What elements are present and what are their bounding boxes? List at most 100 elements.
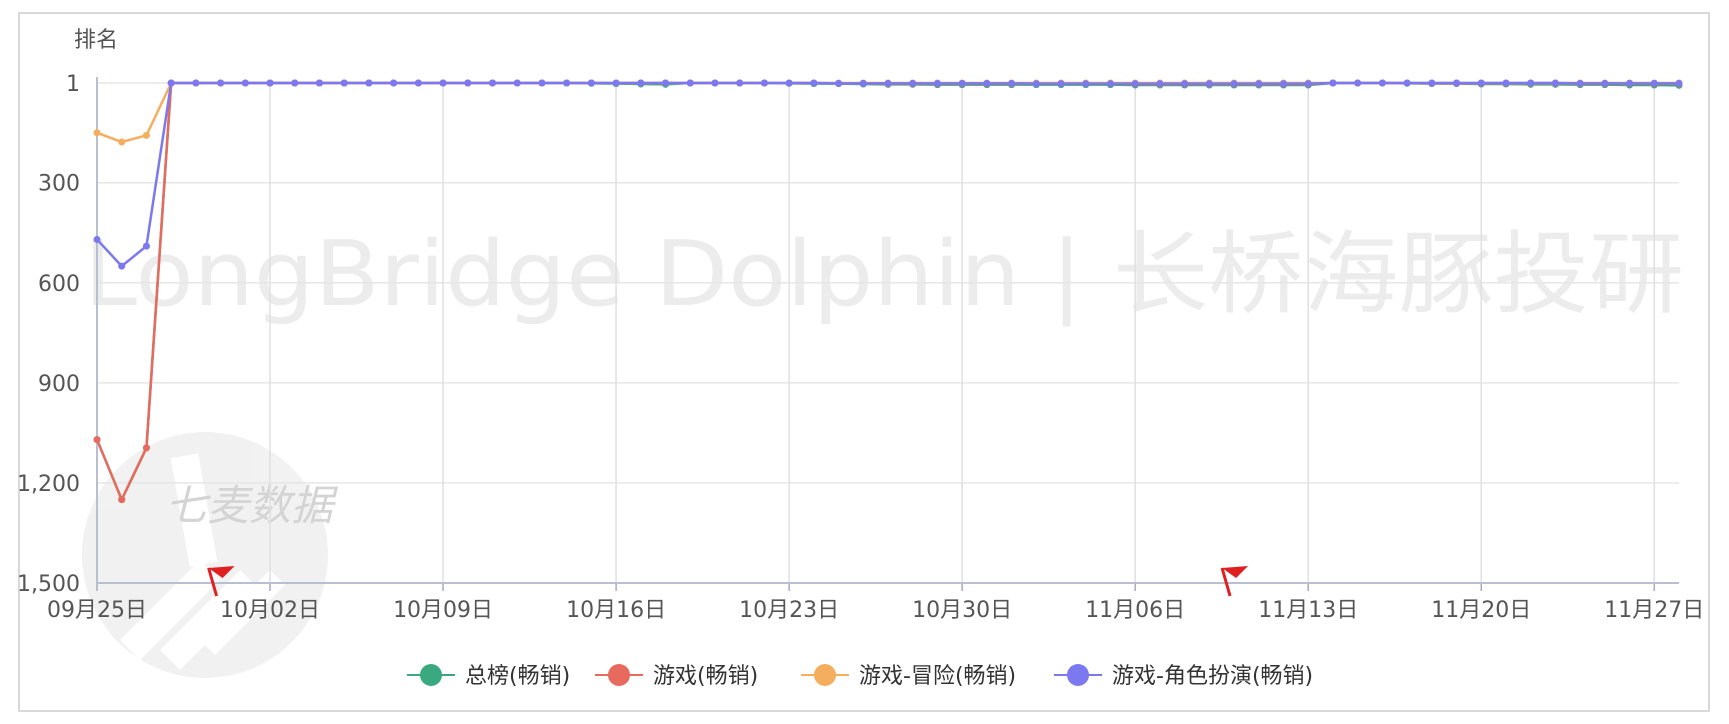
data-point	[167, 79, 175, 87]
data-point	[266, 79, 274, 87]
data-point	[563, 79, 571, 87]
series-游戏-角色扮演(畅销)	[93, 79, 1683, 270]
data-point	[909, 79, 917, 87]
data-point	[142, 444, 150, 452]
y-tick-label: 1,500	[17, 572, 80, 597]
legend-marker-icon	[814, 664, 836, 686]
legend-item[interactable]: 游戏-角色扮演(畅销)	[1054, 664, 1313, 689]
x-tick-label: 09月25日	[47, 598, 147, 623]
data-point	[686, 79, 694, 87]
data-point	[365, 79, 373, 87]
data-point	[1082, 80, 1090, 88]
data-point	[1403, 79, 1411, 87]
data-point	[489, 79, 496, 87]
x-tick-label: 10月02日	[220, 598, 320, 623]
data-point	[217, 79, 225, 87]
data-point	[1527, 79, 1535, 87]
data-point	[241, 79, 249, 87]
data-point	[1453, 79, 1461, 87]
qimai-logo-watermark	[82, 432, 328, 678]
data-point	[785, 79, 793, 87]
x-tick-label: 10月09日	[393, 598, 493, 623]
data-point	[93, 129, 101, 137]
data-point	[192, 79, 200, 87]
data-point	[1650, 79, 1658, 87]
data-point	[142, 131, 150, 139]
data-point	[1329, 79, 1337, 87]
y-tick-label: 600	[38, 272, 80, 297]
data-point	[118, 496, 126, 504]
data-point	[1576, 79, 1584, 87]
data-point	[93, 235, 101, 243]
x-tick-label: 11月20日	[1431, 598, 1531, 623]
data-point	[1428, 79, 1436, 87]
x-tick-label: 10月30日	[912, 598, 1012, 623]
data-point	[587, 79, 595, 87]
data-point	[1378, 79, 1386, 87]
series-游戏-冒险(畅销)	[93, 79, 1683, 146]
data-point	[933, 79, 941, 87]
data-point	[859, 79, 867, 87]
x-tick-label: 11月13日	[1258, 598, 1358, 623]
data-point	[884, 79, 892, 87]
data-point	[637, 79, 645, 87]
data-point	[1626, 79, 1634, 87]
series-layer	[93, 79, 1683, 504]
data-point	[612, 79, 620, 87]
data-point	[1156, 80, 1164, 88]
y-axis-label: 排名	[74, 28, 118, 53]
data-point	[1181, 80, 1189, 88]
x-tick-label: 11月06日	[1085, 598, 1185, 623]
data-point	[93, 436, 101, 444]
data-point	[538, 79, 546, 87]
legend[interactable]: 总榜(畅销) 游戏(畅销) 游戏-冒险(畅销) 游戏-角色扮演(畅销)	[407, 664, 1313, 689]
flag-icon[interactable]	[207, 566, 235, 597]
data-point	[315, 79, 323, 87]
watermark-longbridge-text: LongBridge Dolphin | 长桥海豚投研	[84, 222, 1684, 327]
data-point	[390, 79, 398, 87]
data-point	[1131, 80, 1139, 88]
data-point	[958, 79, 966, 87]
legend-marker-icon	[1067, 664, 1089, 686]
data-point	[662, 79, 670, 87]
data-point	[1502, 79, 1510, 87]
legend-marker-icon	[608, 664, 630, 686]
legend-label: 游戏(畅销)	[653, 664, 758, 689]
data-point	[1230, 80, 1238, 88]
watermark-qimai-text: 七麦数据	[165, 481, 339, 530]
data-point	[1354, 79, 1362, 87]
data-point	[1280, 80, 1287, 88]
data-point	[736, 79, 744, 87]
flag-icon[interactable]	[1220, 566, 1249, 597]
y-tick-label: 1	[66, 72, 80, 97]
data-point	[1255, 80, 1263, 88]
legend-marker-icon	[420, 664, 442, 686]
data-point	[513, 79, 521, 87]
data-point	[1601, 79, 1609, 87]
legend-item[interactable]: 游戏(畅销)	[595, 664, 758, 689]
data-point	[118, 138, 126, 146]
legend-item[interactable]: 游戏-冒险(畅销)	[801, 664, 1016, 689]
data-point	[414, 79, 422, 87]
data-point	[711, 79, 719, 87]
data-point	[810, 79, 818, 87]
data-point	[983, 79, 991, 87]
legend-label: 游戏-冒险(畅销)	[859, 664, 1016, 689]
data-point	[439, 79, 447, 87]
data-point	[118, 262, 126, 270]
y-tick-label: 900	[38, 372, 80, 397]
data-point	[1304, 80, 1312, 88]
data-point	[1008, 79, 1016, 87]
legend-item[interactable]: 总榜(畅销)	[407, 664, 570, 689]
data-point	[1057, 80, 1065, 88]
series-line	[96, 81, 1679, 144]
legend-label: 游戏-角色扮演(畅销)	[1112, 664, 1313, 689]
data-point	[835, 79, 843, 87]
x-tick-label: 10月16日	[566, 598, 666, 623]
grid-lines	[96, 82, 1679, 584]
flags-layer	[207, 566, 1249, 597]
data-point	[1477, 79, 1485, 87]
data-point	[1675, 79, 1683, 87]
